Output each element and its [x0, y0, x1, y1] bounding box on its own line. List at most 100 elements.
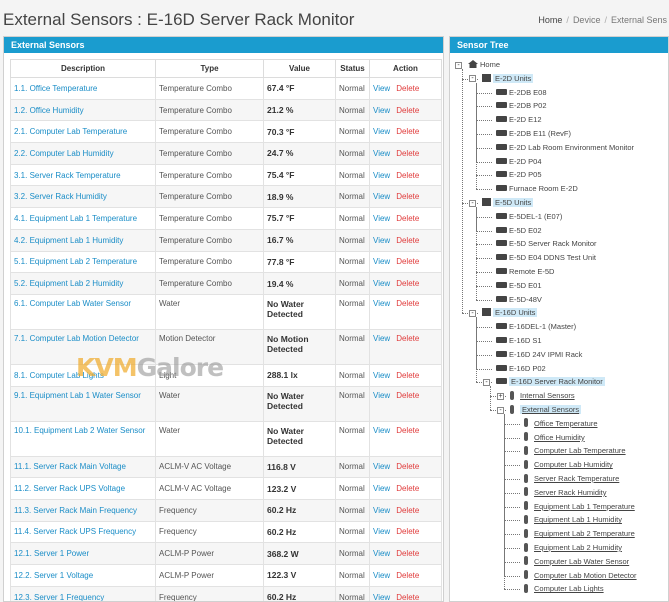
- tree-node[interactable]: Remote E-5D: [496, 266, 554, 278]
- tree-node[interactable]: Equipment Lab 1 Humidity: [524, 514, 622, 526]
- sensor-description-link[interactable]: 10.1. Equipment Lab 2 Water Sensor: [11, 421, 156, 456]
- tree-collapse-toggle[interactable]: -: [455, 62, 462, 69]
- tree-collapse-toggle[interactable]: -: [483, 379, 490, 386]
- view-link[interactable]: View: [373, 236, 390, 245]
- sensor-description-link[interactable]: 6.1. Computer Lab Water Sensor: [11, 294, 156, 329]
- tree-node[interactable]: E-5DEL-1 (E07): [496, 211, 562, 223]
- view-link[interactable]: View: [373, 371, 390, 380]
- delete-link[interactable]: Delete: [396, 426, 419, 435]
- tree-node[interactable]: Office Humidity: [524, 432, 585, 444]
- sensor-description-link[interactable]: 11.4. Server Rack UPS Frequency: [11, 521, 156, 543]
- tree-node[interactable]: Furnace Room E-2D: [496, 183, 578, 195]
- view-link[interactable]: View: [373, 106, 390, 115]
- sensor-description-link[interactable]: 11.2. Server Rack UPS Voltage: [11, 478, 156, 500]
- tree-node[interactable]: E-2D E12: [496, 114, 542, 126]
- delete-link[interactable]: Delete: [396, 484, 419, 493]
- delete-link[interactable]: Delete: [396, 334, 419, 343]
- tree-node[interactable]: E-16D Units: [482, 307, 537, 319]
- tree-node[interactable]: E-2DB P02: [496, 100, 547, 112]
- tree-node[interactable]: Internal Sensors: [510, 390, 575, 402]
- delete-link[interactable]: Delete: [396, 506, 419, 515]
- tree-collapse-toggle[interactable]: -: [497, 407, 504, 414]
- delete-link[interactable]: Delete: [396, 192, 419, 201]
- tree-collapse-toggle[interactable]: -: [469, 75, 476, 82]
- tree-node[interactable]: Server Rack Humidity: [524, 487, 607, 499]
- delete-link[interactable]: Delete: [396, 257, 419, 266]
- delete-link[interactable]: Delete: [396, 279, 419, 288]
- delete-link[interactable]: Delete: [396, 106, 419, 115]
- sensor-description-link[interactable]: 5.1. Equipment Lab 2 Temperature: [11, 251, 156, 273]
- delete-link[interactable]: Delete: [396, 127, 419, 136]
- view-link[interactable]: View: [373, 279, 390, 288]
- column-header-description[interactable]: Description: [11, 60, 156, 78]
- delete-link[interactable]: Delete: [396, 371, 419, 380]
- view-link[interactable]: View: [373, 257, 390, 266]
- tree-node[interactable]: E-5D Server Rack Monitor: [496, 238, 597, 250]
- sensor-description-link[interactable]: 2.1. Computer Lab Temperature: [11, 121, 156, 143]
- tree-node[interactable]: E-5D E04 DDNS Test Unit: [496, 252, 596, 264]
- tree-node[interactable]: E-16D P02: [496, 363, 546, 375]
- column-header-value[interactable]: Value: [264, 60, 336, 78]
- tree-node[interactable]: Computer Lab Lights: [524, 583, 604, 595]
- column-header-type[interactable]: Type: [156, 60, 264, 78]
- tree-node[interactable]: E-2D Lab Room Environment Monitor: [496, 142, 634, 154]
- view-link[interactable]: View: [373, 462, 390, 471]
- tree-node[interactable]: Server Rack Temperature: [524, 473, 619, 485]
- column-header-status[interactable]: Status: [336, 60, 370, 78]
- tree-node[interactable]: Computer Lab Humidity: [524, 459, 613, 471]
- tree-node[interactable]: E-5D Units: [482, 197, 533, 209]
- delete-link[interactable]: Delete: [396, 84, 419, 93]
- view-link[interactable]: View: [373, 549, 390, 558]
- view-link[interactable]: View: [373, 84, 390, 93]
- view-link[interactable]: View: [373, 192, 390, 201]
- tree-node[interactable]: E-16D S1: [496, 335, 542, 347]
- tree-node[interactable]: E-5D-48V: [496, 294, 542, 306]
- sensor-description-link[interactable]: 11.3. Server Rack Main Frequency: [11, 499, 156, 521]
- tree-collapse-toggle[interactable]: -: [469, 200, 476, 207]
- view-link[interactable]: View: [373, 299, 390, 308]
- delete-link[interactable]: Delete: [396, 571, 419, 580]
- tree-node[interactable]: E-2DB E11 (RevF): [496, 128, 571, 140]
- tree-node[interactable]: Office Temperature: [524, 418, 598, 430]
- sensor-description-link[interactable]: 9.1. Equipment Lab 1 Water Sensor: [11, 386, 156, 421]
- tree-node[interactable]: Equipment Lab 1 Temperature: [524, 501, 635, 513]
- view-link[interactable]: View: [373, 571, 390, 580]
- sensor-description-link[interactable]: 3.2. Server Rack Humidity: [11, 186, 156, 208]
- sensor-description-link[interactable]: 5.2. Equipment Lab 2 Humidity: [11, 273, 156, 295]
- tree-node[interactable]: E-2D P04: [496, 156, 542, 168]
- view-link[interactable]: View: [373, 506, 390, 515]
- tree-node[interactable]: Computer Lab Temperature: [524, 445, 626, 457]
- sensor-description-link[interactable]: 1.1. Office Temperature: [11, 78, 156, 100]
- delete-link[interactable]: Delete: [396, 593, 419, 602]
- delete-link[interactable]: Delete: [396, 214, 419, 223]
- sensor-description-link[interactable]: 12.2. Server 1 Voltage: [11, 565, 156, 587]
- delete-link[interactable]: Delete: [396, 236, 419, 245]
- sensor-description-link[interactable]: 12.1. Server 1 Power: [11, 543, 156, 565]
- delete-link[interactable]: Delete: [396, 549, 419, 558]
- tree-node[interactable]: E-16DEL-1 (Master): [496, 321, 576, 333]
- delete-link[interactable]: Delete: [396, 527, 419, 536]
- tree-node[interactable]: Equipment Lab 2 Humidity: [524, 542, 622, 554]
- view-link[interactable]: View: [373, 127, 390, 136]
- view-link[interactable]: View: [373, 527, 390, 536]
- tree-expand-toggle[interactable]: +: [497, 393, 504, 400]
- delete-link[interactable]: Delete: [396, 171, 419, 180]
- delete-link[interactable]: Delete: [396, 299, 419, 308]
- view-link[interactable]: View: [373, 334, 390, 343]
- tree-node[interactable]: E-16D Server Rack Monitor: [496, 376, 605, 388]
- sensor-description-link[interactable]: 4.2. Equipment Lab 1 Humidity: [11, 229, 156, 251]
- breadcrumb-device[interactable]: Device: [573, 15, 601, 25]
- tree-node[interactable]: Equipment Lab 2 Temperature: [524, 528, 635, 540]
- tree-node[interactable]: Home: [468, 59, 500, 71]
- view-link[interactable]: View: [373, 593, 390, 602]
- breadcrumb-home[interactable]: Home: [538, 15, 562, 25]
- tree-node[interactable]: E-5D E02: [496, 225, 542, 237]
- sensor-description-link[interactable]: 2.2. Computer Lab Humidity: [11, 143, 156, 165]
- view-link[interactable]: View: [373, 171, 390, 180]
- tree-node[interactable]: E-5D E01: [496, 280, 542, 292]
- tree-node[interactable]: External Sensors: [510, 404, 581, 416]
- tree-node[interactable]: E-16D 24V IPMI Rack: [496, 349, 582, 361]
- tree-collapse-toggle[interactable]: -: [469, 310, 476, 317]
- sensor-description-link[interactable]: 11.1. Server Rack Main Voltage: [11, 456, 156, 478]
- view-link[interactable]: View: [373, 391, 390, 400]
